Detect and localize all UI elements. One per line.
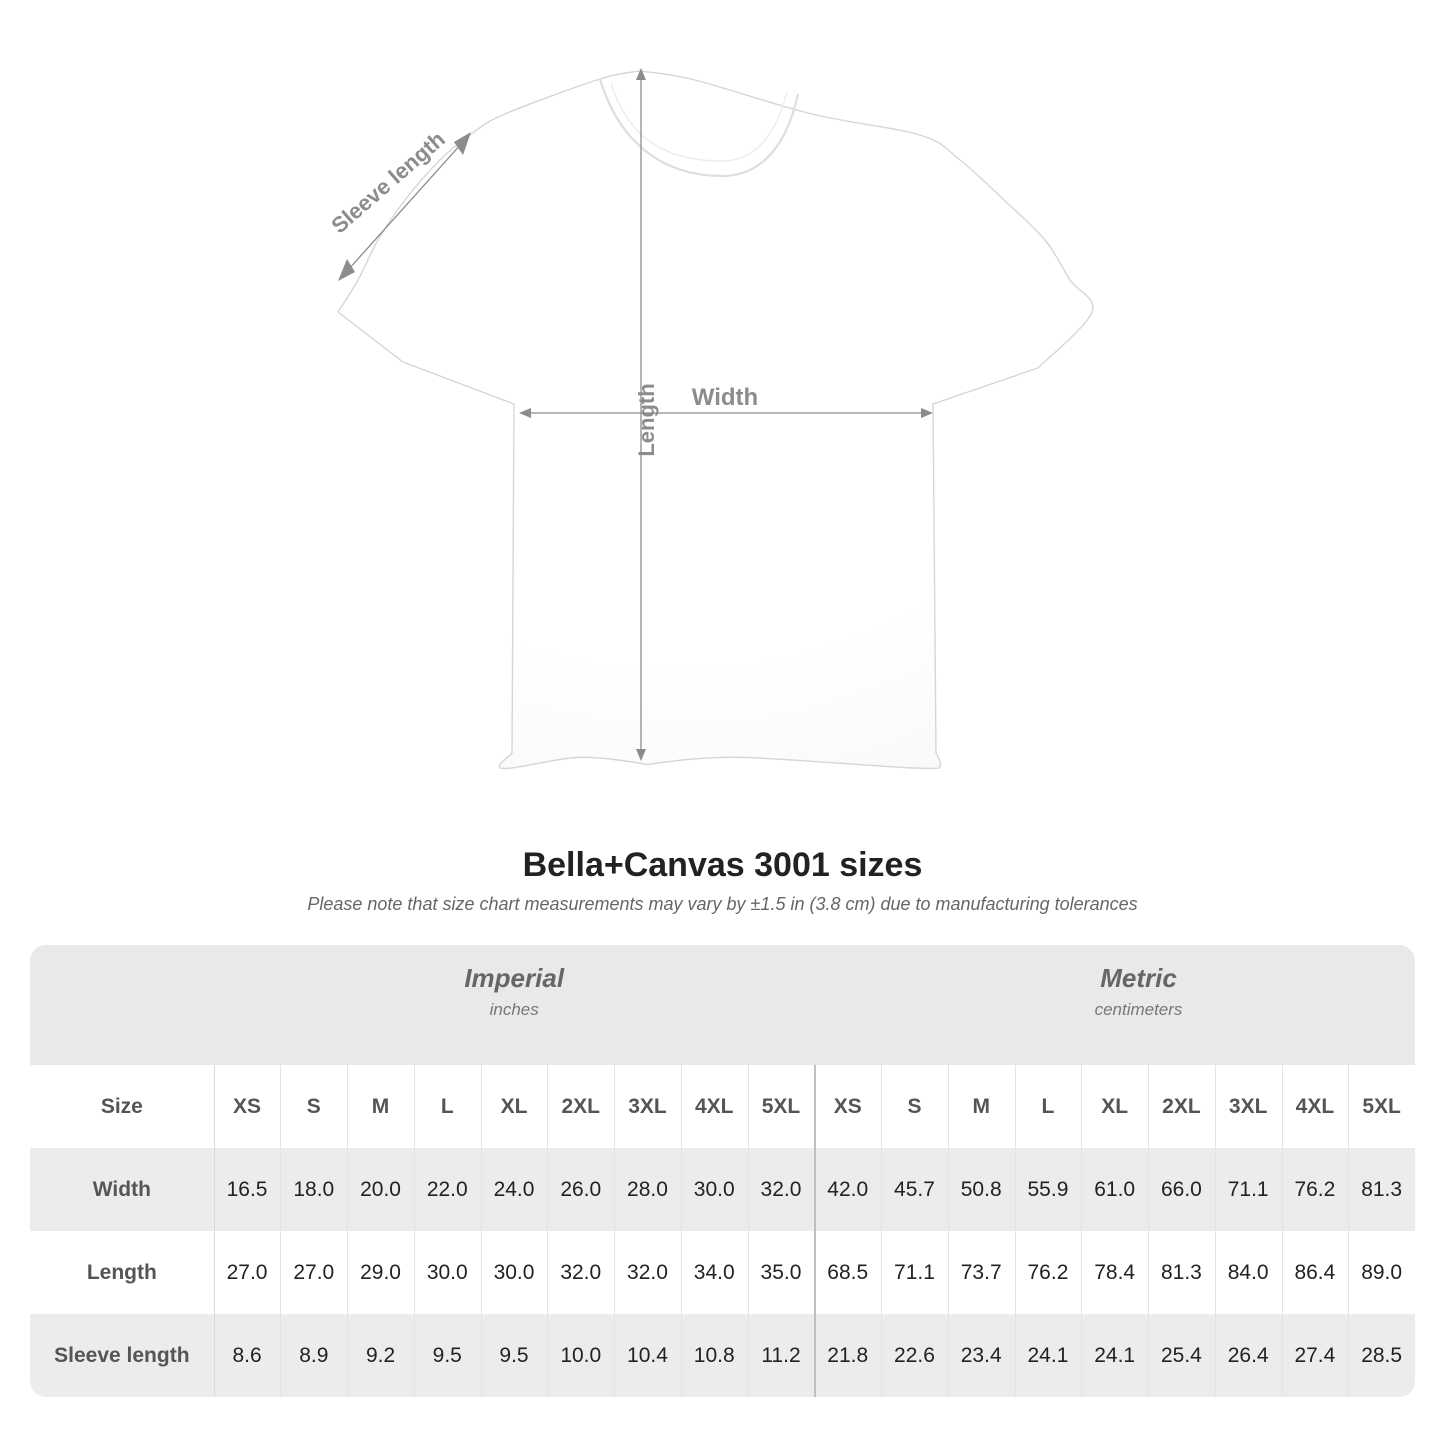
- svg-text:Length: Length: [634, 383, 659, 456]
- svg-text:Width: Width: [692, 384, 758, 411]
